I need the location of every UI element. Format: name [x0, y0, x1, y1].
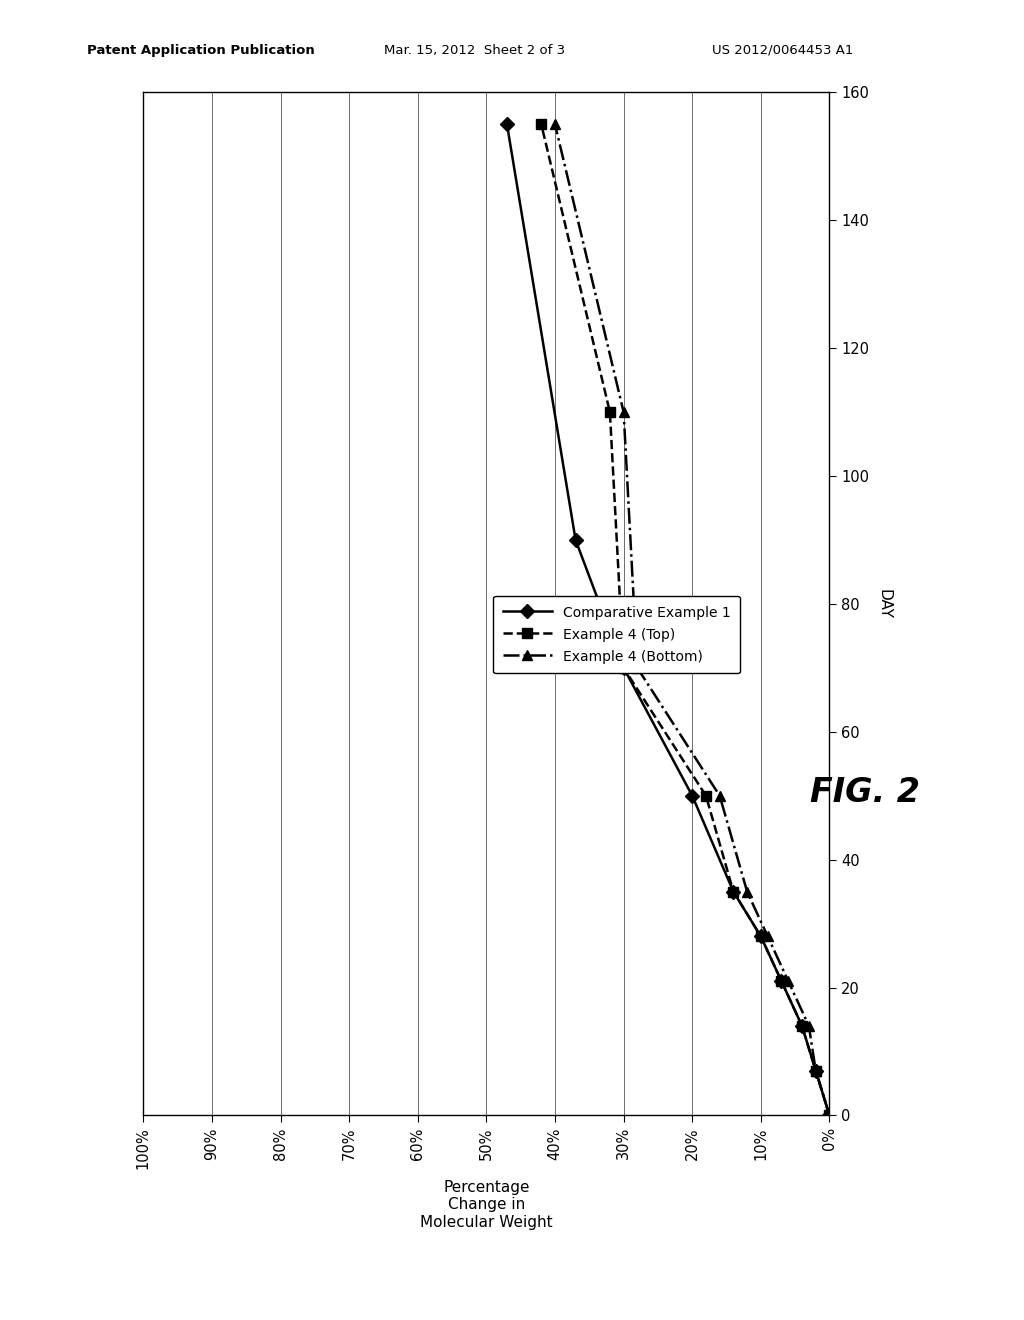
- Line: Comparative Example 1: Comparative Example 1: [502, 120, 835, 1121]
- Example 4 (Top): [823, 1107, 836, 1123]
- Example 4 (Top): [775, 973, 787, 989]
- Text: US 2012/0064453 A1: US 2012/0064453 A1: [712, 44, 853, 57]
- Comparative Example 1: [569, 532, 582, 548]
- Comparative Example 1: [727, 883, 739, 899]
- Example 4 (Bottom): [782, 973, 795, 989]
- Comparative Example 1: [501, 116, 513, 132]
- Example 4 (Top): [810, 1063, 822, 1078]
- Example 4 (Bottom): [823, 1107, 836, 1123]
- X-axis label: Percentage
Change in
Molecular Weight: Percentage Change in Molecular Weight: [420, 1180, 553, 1230]
- Example 4 (Bottom): [549, 116, 561, 132]
- Example 4 (Bottom): [714, 788, 726, 804]
- Comparative Example 1: [617, 660, 630, 676]
- Line: Example 4 (Top): Example 4 (Top): [537, 120, 835, 1121]
- Comparative Example 1: [775, 973, 787, 989]
- Line: Example 4 (Bottom): Example 4 (Bottom): [550, 120, 835, 1121]
- Example 4 (Top): [699, 788, 712, 804]
- Example 4 (Bottom): [741, 883, 754, 899]
- Comparative Example 1: [810, 1063, 822, 1078]
- Example 4 (Top): [617, 660, 630, 676]
- Example 4 (Top): [796, 1018, 808, 1034]
- Text: FIG. 2: FIG. 2: [810, 776, 921, 808]
- Comparative Example 1: [823, 1107, 836, 1123]
- Comparative Example 1: [686, 788, 698, 804]
- Example 4 (Top): [727, 883, 739, 899]
- Example 4 (Top): [755, 928, 767, 944]
- Example 4 (Top): [604, 404, 616, 420]
- Example 4 (Bottom): [803, 1018, 815, 1034]
- Comparative Example 1: [796, 1018, 808, 1034]
- Example 4 (Bottom): [762, 928, 774, 944]
- Y-axis label: DAY: DAY: [877, 589, 892, 619]
- Example 4 (Bottom): [631, 660, 643, 676]
- Example 4 (Top): [536, 116, 548, 132]
- Text: Patent Application Publication: Patent Application Publication: [87, 44, 314, 57]
- Example 4 (Bottom): [617, 404, 630, 420]
- Text: Mar. 15, 2012  Sheet 2 of 3: Mar. 15, 2012 Sheet 2 of 3: [384, 44, 565, 57]
- Example 4 (Bottom): [810, 1063, 822, 1078]
- Comparative Example 1: [755, 928, 767, 944]
- Legend: Comparative Example 1, Example 4 (Top), Example 4 (Bottom): Comparative Example 1, Example 4 (Top), …: [494, 595, 740, 673]
